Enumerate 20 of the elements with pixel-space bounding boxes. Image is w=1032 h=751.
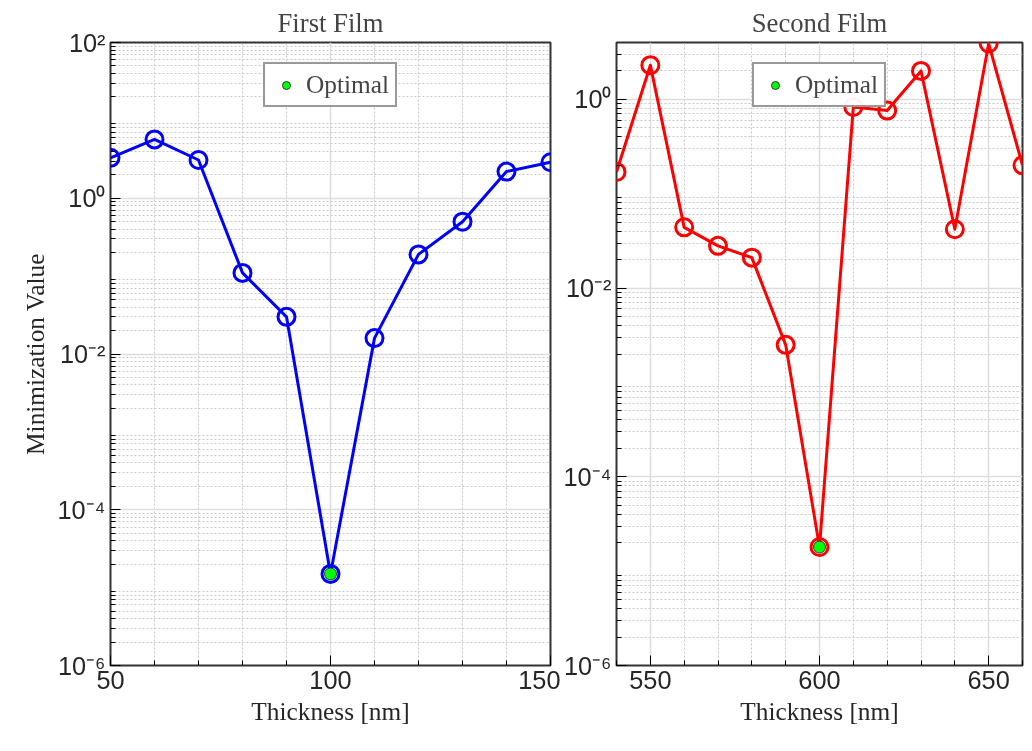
x-tick-label: 150 [518, 665, 561, 694]
x-tick-label: 550 [629, 665, 672, 694]
y-tick-label: 10⁻⁴ [563, 462, 612, 491]
x-tick-label: 600 [798, 665, 841, 694]
x-axis-title: Thickness [nm] [740, 696, 899, 725]
legend-label: Optimal [794, 70, 879, 99]
y-tick-label: 10⁰ [574, 85, 612, 114]
chart-title: Second Film [751, 7, 888, 38]
chart-title: First Film [277, 7, 384, 38]
x-tick-label: 650 [967, 665, 1010, 694]
x-axis-title: Thickness [nm] [251, 696, 410, 725]
y-tick-label: 10² [68, 28, 106, 57]
y-tick-label: 10⁻² [565, 274, 612, 303]
y-axis-title: Minimization Value [21, 253, 50, 455]
y-tick-label: 10⁻⁶ [563, 651, 612, 680]
y-tick-label: 10⁻² [59, 340, 106, 368]
legend-label: Optimal [305, 70, 390, 99]
y-tick-label: 10⁻⁴ [57, 495, 106, 524]
x-tick-label: 100 [309, 665, 352, 694]
y-tick-label: 10⁰ [68, 184, 106, 213]
